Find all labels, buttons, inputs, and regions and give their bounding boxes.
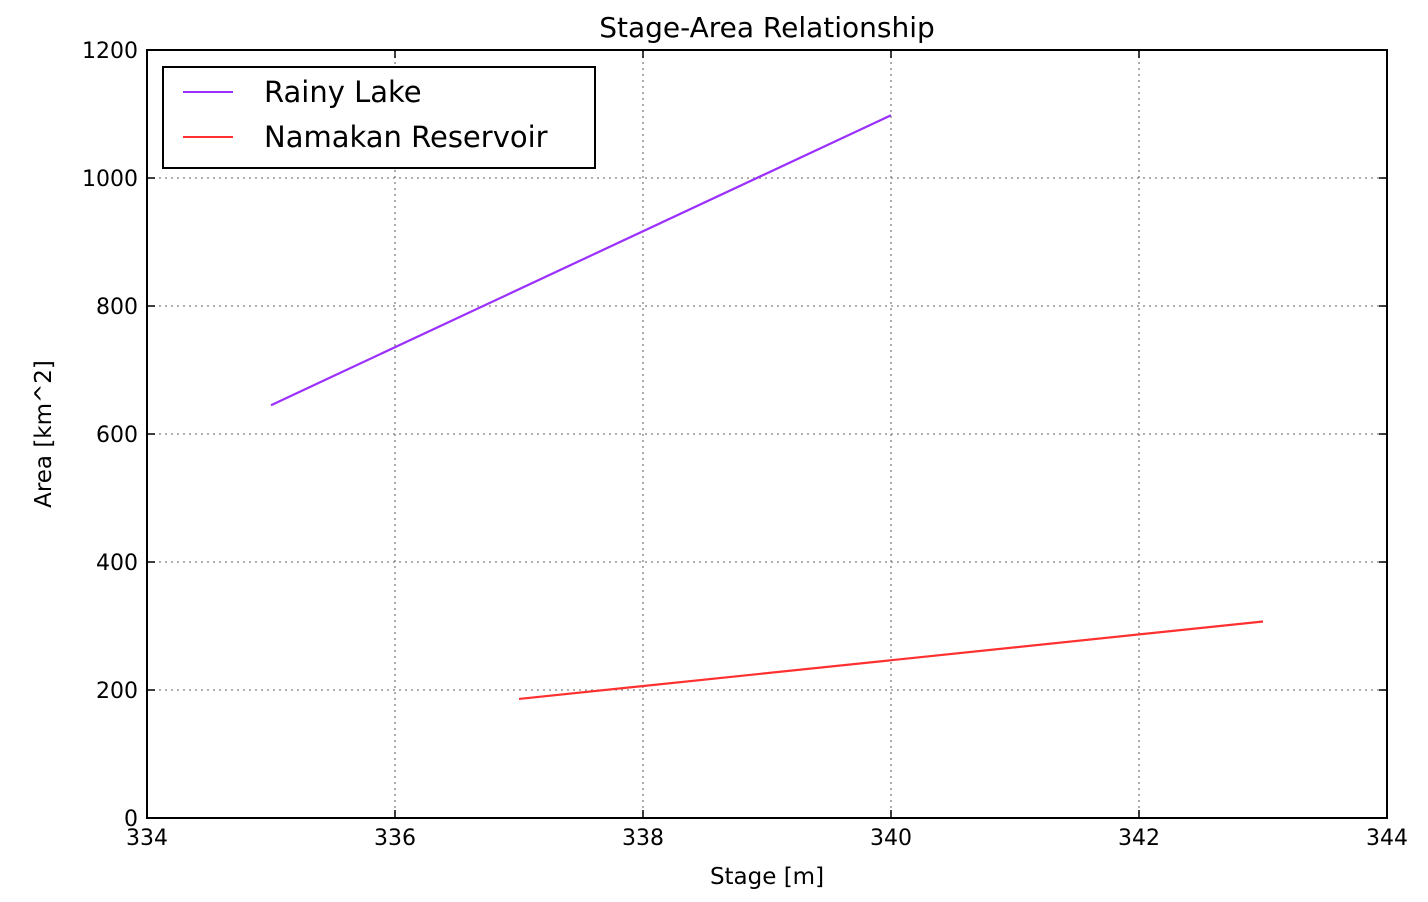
x-tick-labels: 334 336 338 340 342 344 (126, 826, 1408, 851)
x-tick-label: 342 (1118, 826, 1160, 851)
x-tick-label: 336 (374, 826, 416, 851)
y-tick-label: 1000 (82, 167, 138, 192)
x-tick-label: 334 (126, 826, 168, 851)
y-axis-label: Area [km^2] (31, 360, 57, 508)
y-tick-label: 200 (96, 679, 138, 704)
x-tick-label: 344 (1366, 826, 1408, 851)
x-axis-label: Stage [m] (710, 864, 824, 890)
legend-box (162, 66, 596, 169)
legend-label-rainy-lake: Rainy Lake (264, 75, 422, 109)
y-tick-label: 600 (96, 423, 138, 448)
y-tick-label: 0 (124, 807, 138, 832)
series-line-namakan-reservoir (518, 620, 1264, 701)
plot-series (270, 114, 1264, 701)
series-line-rainy-lake (270, 114, 892, 407)
legend: Rainy Lake Namakan Reservoir (162, 66, 596, 169)
chart-title: Stage-Area Relationship (599, 11, 935, 44)
legend-label-namakan-reservoir: Namakan Reservoir (264, 120, 548, 154)
y-tick-label: 1200 (82, 39, 138, 64)
x-tick-label: 338 (622, 826, 664, 851)
y-tick-labels: 0 200 400 600 800 1000 1200 (82, 39, 138, 832)
y-tick-label: 400 (96, 551, 138, 576)
y-tick-label: 800 (96, 295, 138, 320)
x-tick-label: 340 (870, 826, 912, 851)
axis-ticks (146, 49, 1388, 819)
